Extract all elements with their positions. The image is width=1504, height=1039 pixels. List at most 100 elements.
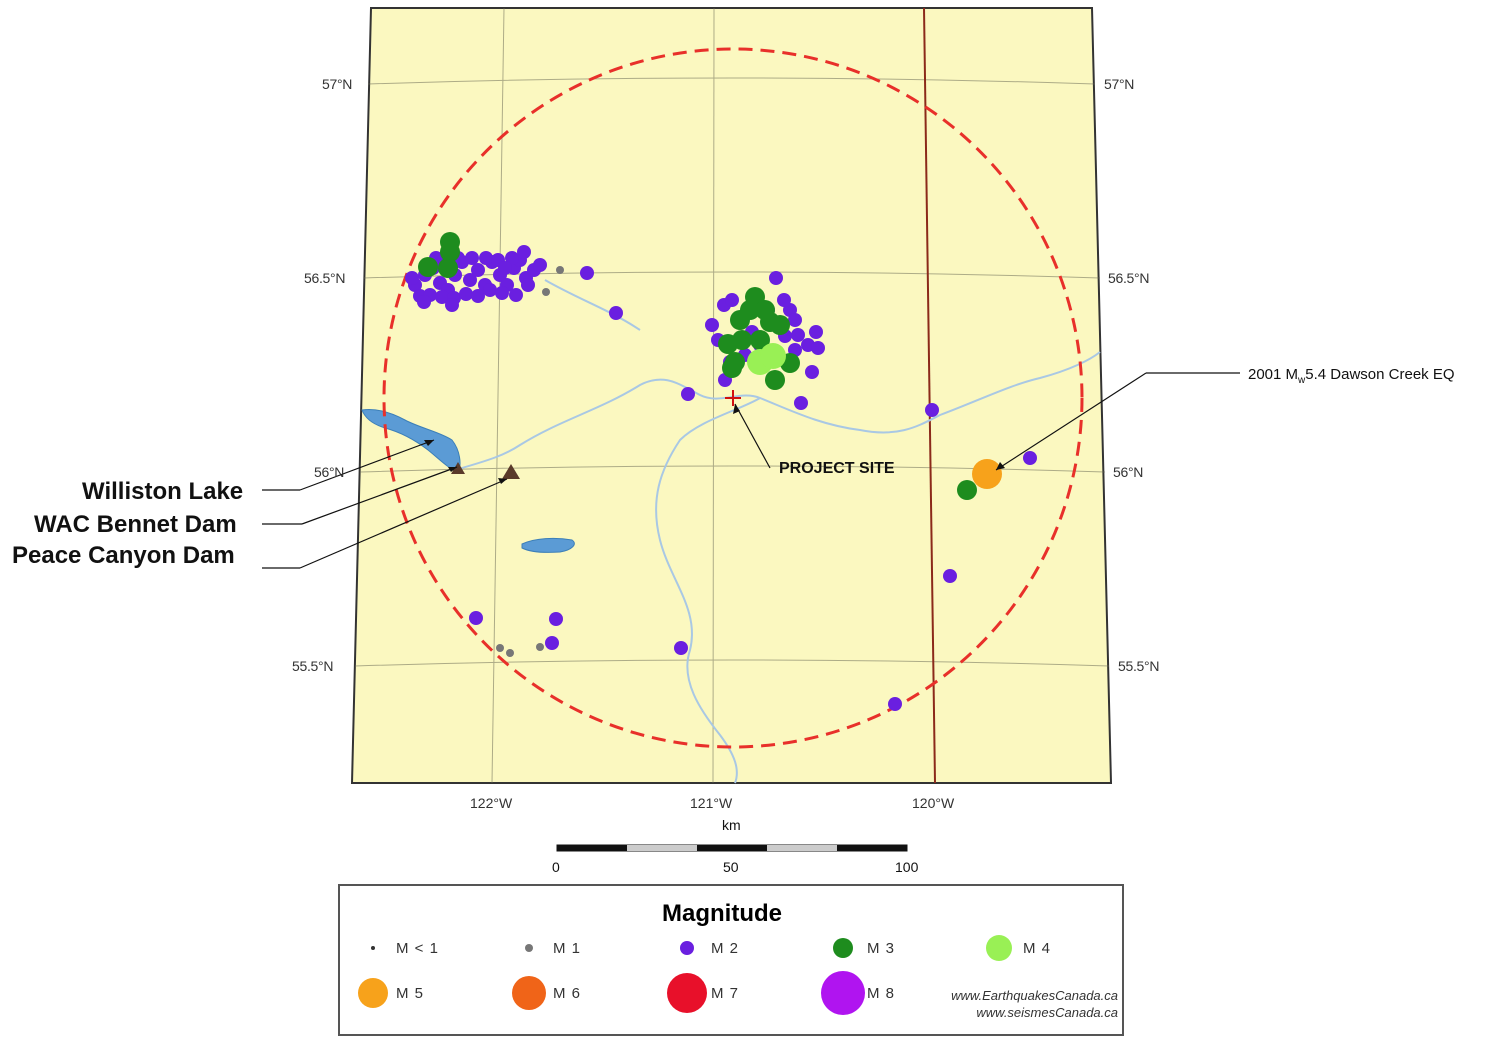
credit-earthquakes-canada: www.EarthquakesCanada.ca	[951, 988, 1118, 1003]
legend-symbol-m1	[525, 944, 533, 952]
lon-label-121: 121°W	[690, 795, 733, 811]
quake-m2	[471, 263, 485, 277]
radius-circle	[382, 47, 1084, 749]
small-lake	[521, 537, 575, 553]
quake-m2	[888, 697, 902, 711]
quake-m2	[465, 251, 479, 265]
dawson-creek-eq-label: 2001 Mw5.4 Dawson Creek EQ	[1248, 366, 1455, 386]
peace-canyon-dam-label: Peace Canyon Dam	[12, 542, 235, 569]
scale-tick-0: 0	[552, 859, 560, 875]
quake-m2	[549, 612, 563, 626]
legend-label-m4: M 4	[1023, 940, 1052, 957]
quake-m1	[506, 649, 514, 657]
quake-m2	[681, 387, 695, 401]
lat-label-56-5-right: 56.5°N	[1108, 270, 1150, 286]
quake-m2	[435, 290, 449, 304]
quake-m2	[471, 289, 485, 303]
quake-m4	[760, 343, 786, 369]
quake-m2	[943, 569, 957, 583]
scale-tick-50: 50	[723, 859, 739, 875]
quake-m3	[740, 300, 760, 320]
quake-m5-dawson-creek	[972, 459, 1002, 489]
quake-m1	[556, 266, 564, 274]
scale-unit-label: km	[722, 817, 741, 833]
quake-m3	[438, 258, 458, 278]
legend-symbol-m4	[986, 935, 1012, 961]
legend-label-m8: M 8	[867, 985, 896, 1002]
quake-m3	[732, 330, 752, 350]
quake-m2	[445, 298, 459, 312]
legend-symbol-m6	[512, 976, 546, 1010]
quake-m2	[788, 313, 802, 327]
quake-m2	[580, 266, 594, 280]
project-site-marker	[725, 390, 741, 406]
quake-m2	[533, 258, 547, 272]
lat-label-55-5-left: 55.5°N	[292, 658, 334, 674]
quake-m2	[469, 611, 483, 625]
quake-m3	[765, 370, 785, 390]
quake-m2	[791, 328, 805, 342]
quake-m3	[418, 257, 438, 277]
lon-label-120: 120°W	[912, 795, 955, 811]
wac-bennett-dam-label: WAC Bennet Dam	[34, 511, 237, 538]
quake-m2	[405, 271, 419, 285]
legend-symbol-m8	[821, 971, 865, 1015]
project-site-label: PROJECT SITE	[779, 460, 895, 477]
lat-label-56-5-left: 56.5°N	[304, 270, 346, 286]
quake-m2	[805, 365, 819, 379]
legend-symbol-m-lt-1	[371, 946, 375, 950]
quake-m3	[440, 242, 460, 262]
legend-label-m6: M 6	[553, 985, 582, 1002]
lon-label-122: 122°W	[470, 795, 513, 811]
quake-m2	[483, 283, 497, 297]
provincial-boundary	[923, 7, 936, 784]
map-land	[350, 7, 1113, 784]
legend-label-m1: M 1	[553, 940, 582, 957]
quake-m3	[722, 358, 742, 378]
legend-label-m3: M 3	[867, 940, 896, 957]
quake-m2	[463, 273, 477, 287]
quake-m1	[542, 288, 550, 296]
legend-label-m5: M 5	[396, 985, 425, 1002]
legend-symbols	[358, 935, 1012, 1015]
quake-m2	[495, 286, 509, 300]
wac-bennett-dam-marker	[451, 462, 465, 474]
lat-label-57-right: 57°N	[1104, 76, 1135, 92]
lat-label-56-right: 56°N	[1113, 464, 1144, 480]
legend-label-m-lt-1: M < 1	[396, 940, 439, 957]
quake-m2	[811, 341, 825, 355]
quake-m2	[521, 278, 535, 292]
legend-title: Magnitude	[662, 900, 782, 927]
lat-label-56-left: 56°N	[314, 464, 345, 480]
quake-m2	[498, 261, 512, 275]
quake-m2	[479, 251, 493, 265]
peace-canyon-dam-marker	[502, 464, 520, 479]
scale-tick-100: 100	[895, 859, 919, 875]
legend-label-m2: M 2	[711, 940, 740, 957]
quake-m2	[925, 403, 939, 417]
credit-seismes-canada: www.seismesCanada.ca	[976, 1005, 1118, 1020]
quake-m3	[957, 480, 977, 500]
quake-m2	[725, 293, 739, 307]
arrowheads	[424, 404, 1005, 484]
quake-m2	[777, 293, 791, 307]
quake-m2	[1023, 451, 1037, 465]
legend-symbol-m3	[833, 938, 853, 958]
quake-m2	[417, 295, 431, 309]
quake-m2	[459, 287, 473, 301]
quake-m2	[609, 306, 623, 320]
leader-lines	[262, 372, 1240, 569]
quake-m3	[755, 300, 775, 320]
earthquake-events	[405, 232, 1037, 711]
rivers	[454, 279, 1101, 784]
scale-bar	[556, 844, 908, 852]
quake-m2	[509, 288, 523, 302]
lat-label-55-5-right: 55.5°N	[1118, 658, 1160, 674]
quake-m2	[809, 325, 823, 339]
quake-m1	[536, 643, 544, 651]
quake-m2	[705, 318, 719, 332]
quake-m3	[750, 330, 770, 350]
legend-label-m7: M 7	[711, 985, 740, 1002]
quake-m2	[794, 396, 808, 410]
